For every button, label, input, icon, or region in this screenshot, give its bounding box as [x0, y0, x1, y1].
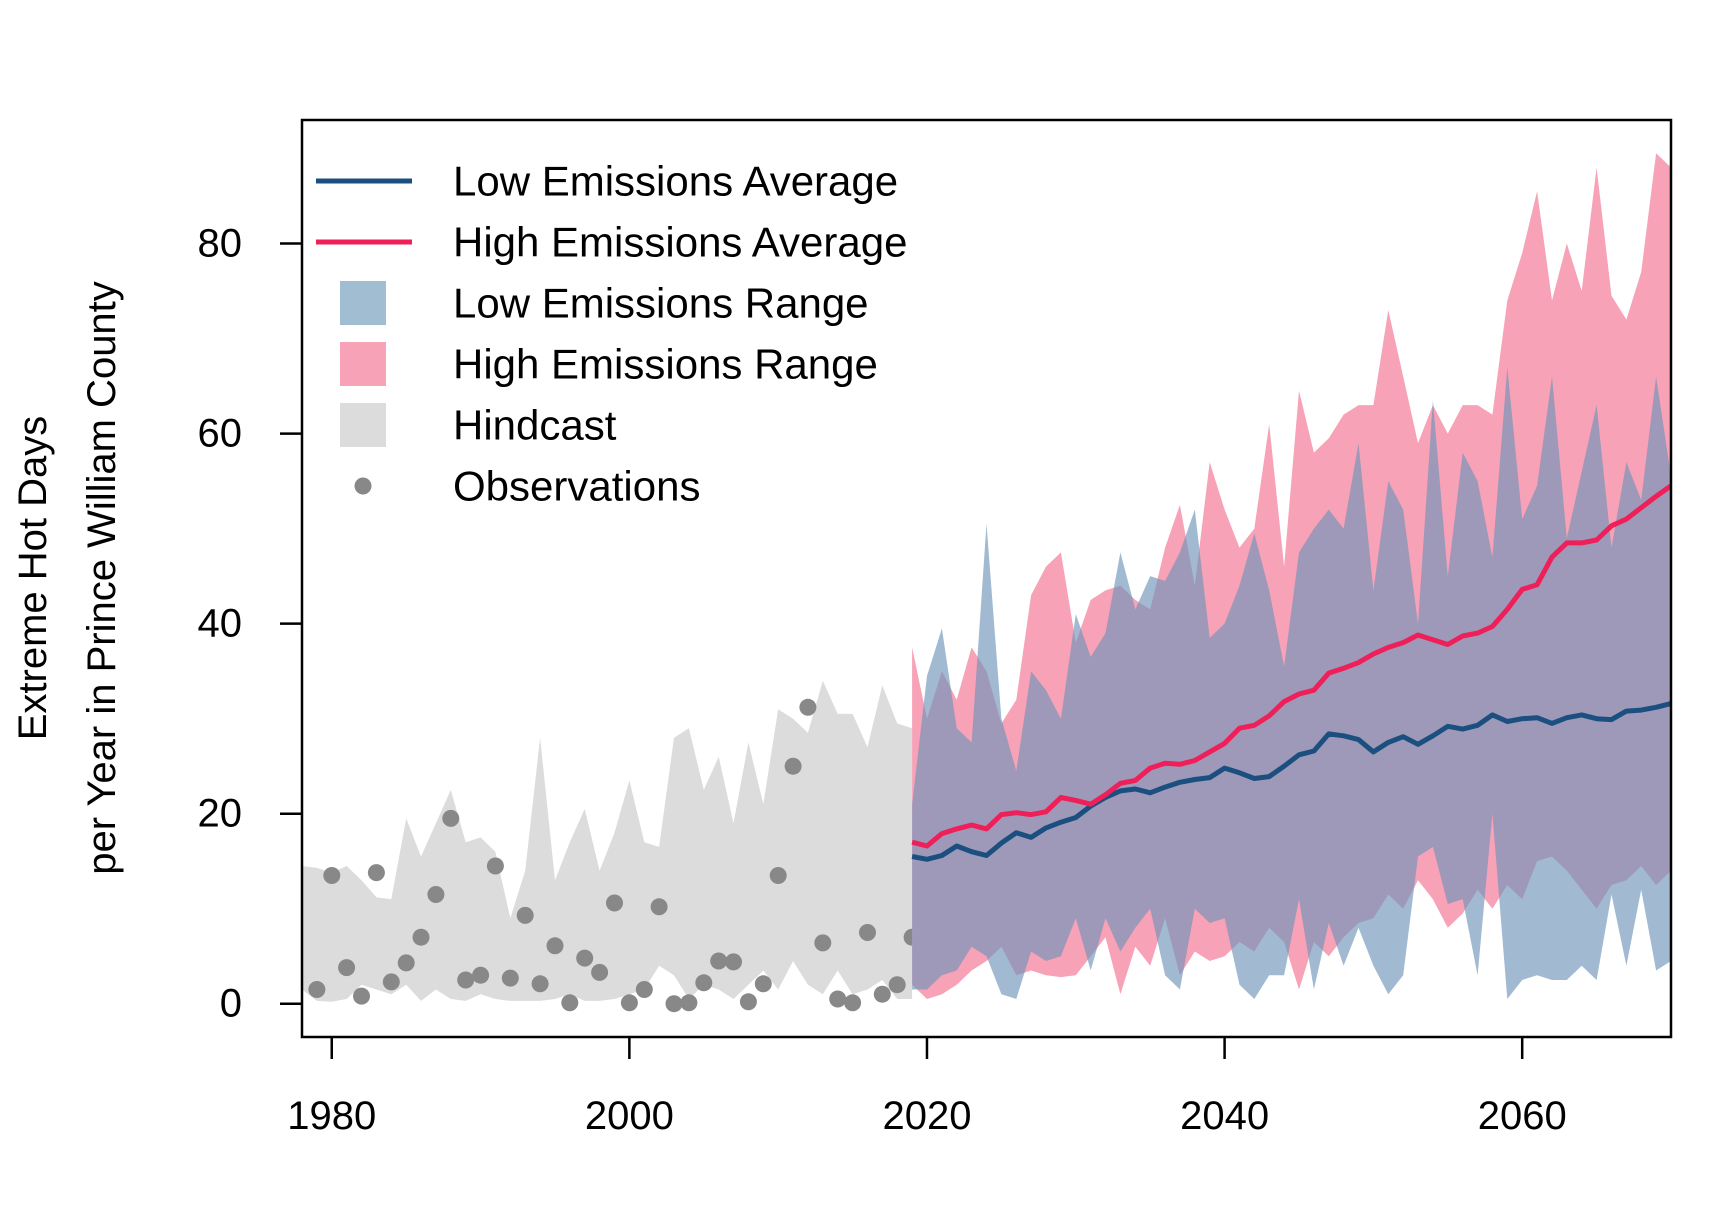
- observation-point: [457, 971, 475, 989]
- observation-point: [472, 966, 490, 984]
- y-tick-label: 20: [198, 792, 243, 836]
- observation-point: [873, 985, 891, 1003]
- x-tick-label: 2040: [1180, 1094, 1269, 1138]
- observation-point: [650, 898, 668, 916]
- observation-point: [427, 886, 445, 903]
- observation-point: [397, 954, 415, 972]
- legend-swatch-low-emissions-range: [340, 281, 386, 325]
- legend-label-high-emissions-average: High Emissions Average: [453, 219, 907, 266]
- observation-point: [799, 698, 817, 716]
- observation-point: [754, 975, 772, 993]
- y-axis-title-line2: per Year in Prince William County: [80, 281, 124, 875]
- observation-point: [516, 906, 534, 924]
- observation-point: [323, 867, 341, 884]
- observation-point: [739, 993, 757, 1011]
- plot-frame: [300, 118, 1673, 1039]
- low-emissions-range-band: [912, 367, 1671, 1000]
- observation-point: [576, 949, 594, 967]
- observation-point: [308, 981, 326, 998]
- legend-label-high-emissions-range: High Emissions Range: [453, 341, 878, 388]
- observation-point: [635, 981, 653, 998]
- observation-point: [442, 809, 460, 827]
- y-axis-title-line1: Extreme Hot Days: [11, 416, 55, 741]
- observation-point: [338, 959, 356, 977]
- observation-point: [829, 990, 847, 1008]
- observation-point: [725, 953, 742, 971]
- observation-point: [888, 976, 906, 994]
- observation-point: [382, 973, 400, 991]
- observation-point: [486, 857, 504, 875]
- observation-point: [859, 924, 876, 941]
- x-axis: 1980 2000 2020 2040 2060: [287, 1037, 1567, 1138]
- observation-point: [606, 894, 623, 912]
- y-tick-label: 40: [198, 602, 243, 646]
- observation-point: [531, 975, 549, 993]
- y-axis: 0 20 40 60 80: [198, 222, 302, 1026]
- observation-point: [353, 987, 370, 1005]
- observation-point: [546, 937, 564, 955]
- x-tick-label: 2020: [882, 1094, 971, 1138]
- x-tick-label: 2000: [585, 1094, 674, 1138]
- observation-point: [695, 974, 713, 992]
- observation-point: [784, 757, 802, 775]
- y-tick-label: 60: [198, 412, 243, 456]
- observation-point: [501, 969, 519, 987]
- observation-point: [665, 995, 683, 1013]
- observation-point: [561, 994, 579, 1012]
- observation-point: [769, 867, 787, 884]
- observation-point: [814, 934, 832, 952]
- observation-point: [591, 963, 609, 981]
- legend-label-observations: Observations: [453, 463, 700, 510]
- hindcast-band: [302, 680, 913, 1002]
- y-tick-label: 0: [220, 982, 242, 1026]
- high-emissions-average-line: [911, 483, 1671, 849]
- x-tick-label: 1980: [287, 1094, 376, 1138]
- legend: Low Emissions Average High Emissions Aver…: [316, 158, 907, 510]
- legend-label-low-emissions-range: Low Emissions Range: [453, 280, 869, 327]
- legend-label-hindcast: Hindcast: [453, 402, 617, 449]
- x-tick-label: 2060: [1478, 1094, 1567, 1138]
- observation-point: [620, 994, 638, 1012]
- legend-swatch-high-emissions-range: [340, 342, 386, 386]
- observation-point: [412, 928, 430, 946]
- observation-point: [680, 994, 698, 1012]
- plot-area: [302, 153, 1671, 1013]
- low-emissions-average-line: [911, 701, 1671, 862]
- legend-swatch-observations: [354, 477, 372, 495]
- observation-point: [710, 952, 728, 970]
- observation-point: [844, 994, 862, 1012]
- y-tick-label: 80: [198, 222, 243, 266]
- observation-point: [367, 864, 385, 882]
- legend-label-low-emissions-average: Low Emissions Average: [453, 158, 898, 205]
- legend-swatch-hindcast: [340, 403, 386, 447]
